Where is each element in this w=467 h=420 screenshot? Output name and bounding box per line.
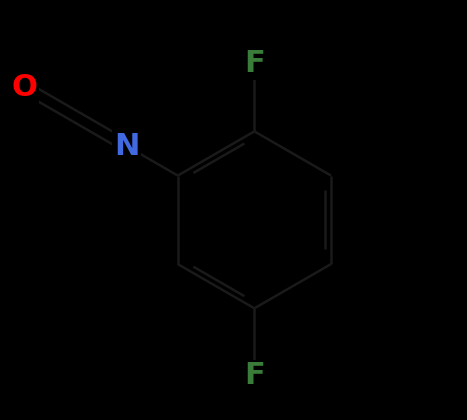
Text: O: O [12,73,37,102]
Text: F: F [244,49,265,78]
Text: F: F [244,361,265,391]
Text: N: N [114,131,139,160]
